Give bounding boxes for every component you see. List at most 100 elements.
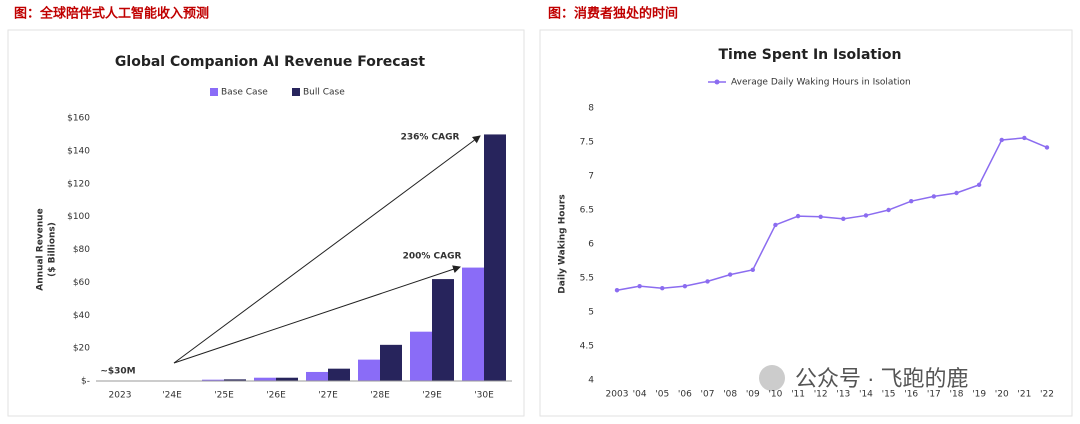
point: [660, 286, 665, 291]
chart-title: Global Companion AI Revenue Forecast: [115, 54, 425, 70]
x-tick-label: '08: [723, 390, 737, 400]
y-tick-label: 4: [588, 376, 594, 386]
x-tick-label: 2023: [109, 391, 132, 401]
point: [818, 214, 823, 219]
y-tick-label: 5: [588, 308, 594, 318]
y-axis-label: Annual Revenue: [36, 208, 46, 290]
y-tick-label: 5.5: [580, 274, 594, 284]
x-tick-label: '26E: [266, 391, 286, 401]
bar: [358, 359, 380, 381]
watermark: 公众号 · 飞跑的鹿: [795, 366, 969, 391]
point: [954, 190, 959, 196]
caption: 图：全球陪伴式人工智能收入预测: [14, 6, 209, 22]
legend-swatch: [714, 79, 720, 85]
x-tick-label: '10: [768, 390, 782, 400]
x-tick-label: '06: [678, 390, 692, 400]
point: [750, 267, 755, 273]
point: [931, 194, 937, 199]
point: [727, 272, 733, 277]
arrow: [173, 265, 461, 364]
x-tick-label: '09: [746, 390, 760, 400]
point: [863, 213, 869, 218]
arrow: [173, 135, 481, 364]
y-tick-label: $60: [73, 278, 90, 288]
bar: [432, 279, 454, 381]
bar: [484, 134, 506, 381]
point: [886, 207, 891, 213]
legend-swatch: [292, 88, 300, 96]
x-tick-label: '04: [633, 390, 647, 400]
point: [976, 182, 982, 188]
y-tick-label: $20: [73, 344, 90, 354]
y-tick-label: $-: [81, 377, 90, 387]
bar: [202, 379, 224, 381]
point: [795, 213, 801, 219]
annotation: 200% CAGR: [403, 252, 462, 262]
y-tick-label: $100: [67, 212, 90, 222]
x-tick-label: '30E: [474, 391, 494, 401]
x-tick-label: '15: [882, 390, 896, 400]
y-tick-label: $80: [73, 245, 90, 255]
x-tick-label: '07: [701, 390, 715, 400]
y-tick-label: $120: [67, 179, 90, 189]
bar: [328, 368, 350, 381]
bar: [306, 371, 328, 381]
x-tick-label: '16: [904, 390, 918, 400]
point: [1044, 145, 1050, 150]
y-tick-label: 6.5: [580, 206, 594, 216]
y-tick-label: 6: [588, 240, 594, 250]
y-axis-label: Daily Waking Hours: [558, 194, 568, 293]
x-tick-label: '22: [1040, 390, 1054, 400]
legend-swatch: [210, 88, 218, 96]
x-tick-label: '21: [1017, 390, 1031, 400]
point: [614, 288, 620, 293]
x-tick-label: '18: [950, 390, 964, 400]
legend-label: Average Daily Waking Hours in Isolation: [731, 78, 911, 88]
watermark-icon: [759, 365, 785, 391]
x-tick-label: '29E: [422, 391, 442, 401]
legend-label: Base Case: [221, 88, 268, 98]
caption: 图：消费者独处的时间: [548, 6, 678, 22]
point: [773, 222, 778, 228]
line: [616, 137, 1048, 291]
annotation: 236% CAGR: [401, 133, 460, 143]
x-tick-label: 2003: [606, 390, 629, 400]
x-tick-label: '27E: [318, 391, 338, 401]
legend-label: Bull Case: [303, 88, 345, 98]
y-tick-label: 8: [588, 104, 594, 114]
x-tick-label: '19: [972, 390, 986, 400]
point: [909, 198, 914, 204]
bar: [462, 267, 484, 381]
point: [999, 137, 1004, 143]
point: [1022, 135, 1027, 141]
y-tick-label: 7: [588, 172, 594, 182]
point: [682, 283, 688, 289]
bar: [254, 377, 276, 381]
point: [705, 279, 710, 284]
bar: [410, 331, 432, 381]
x-tick-label: '05: [655, 390, 669, 400]
x-tick-label: '20: [995, 390, 1009, 400]
point: [841, 216, 846, 222]
x-tick-label: '25E: [214, 391, 234, 401]
x-tick-label: '14: [859, 390, 873, 400]
bar: [276, 377, 298, 381]
annotation: ~$30M: [100, 367, 135, 377]
y-tick-label: $140: [67, 146, 90, 156]
x-tick-label: '13: [836, 390, 850, 400]
x-tick-label: '11: [791, 390, 805, 400]
x-tick-label: '17: [927, 390, 941, 400]
y-tick-label: $160: [67, 114, 90, 124]
x-tick-label: '24E: [162, 391, 182, 401]
right-panel: [539, 29, 1073, 417]
y-tick-label: 7.5: [580, 138, 594, 148]
point: [637, 283, 642, 289]
y-tick-label: 4.5: [580, 342, 594, 352]
y-axis-label: ($ Billions): [48, 222, 58, 277]
bar: [224, 379, 246, 381]
bar: [380, 344, 402, 381]
chart-title: Time Spent In Isolation: [719, 47, 902, 63]
y-tick-label: $40: [73, 311, 90, 321]
x-tick-label: '12: [814, 390, 828, 400]
